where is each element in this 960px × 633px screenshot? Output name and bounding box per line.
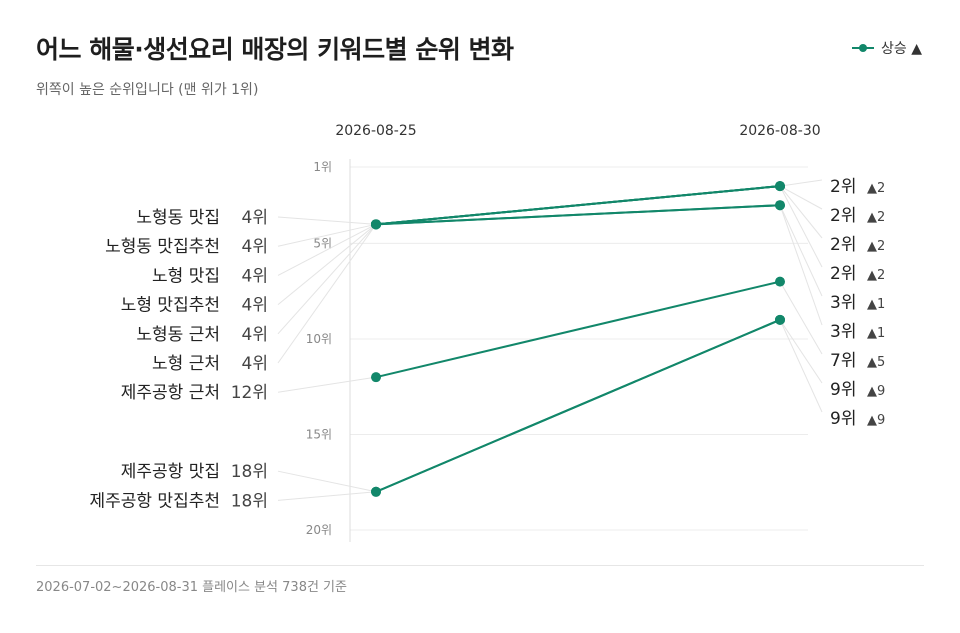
right-leader-line (779, 185, 823, 268)
right-leader-line (779, 179, 823, 187)
rank-change-label: ▲2 (867, 239, 885, 254)
left-leader-line (277, 376, 377, 393)
series-point-end (775, 314, 785, 325)
rank-change-label: ▲2 (867, 268, 885, 283)
right-leader-line (779, 281, 823, 355)
start-rank-label: 18위 (231, 462, 268, 482)
series-line (375, 185, 781, 226)
series-point-end (775, 276, 785, 287)
series-name-label: 제주공항 맛집 (121, 462, 220, 482)
rank-change-label: ▲1 (867, 326, 885, 341)
left-leader-line (277, 223, 377, 335)
series-name-label: 노형 맛집 (152, 266, 220, 286)
left-leader-line (277, 224, 377, 364)
rank-change-label: ▲9 (867, 384, 885, 399)
start-rank-label: 4위 (242, 296, 268, 316)
start-rank-label: 4위 (242, 354, 268, 374)
series-name-label: 노형동 맛집 (136, 208, 220, 228)
right-leader-line (779, 319, 823, 384)
rank-change-label: ▲2 (867, 181, 885, 196)
end-rank-label: 2위 (830, 264, 856, 284)
legend: 상승 ▲ (851, 38, 922, 58)
right-leader-line (779, 205, 823, 297)
end-rank-label: 2위 (830, 206, 856, 226)
left-leader-line (277, 223, 377, 247)
y-tick-label: 15위 (306, 427, 332, 441)
chart-subtitle: 위쪽이 높은 순위입니다 (맨 위가 1위) (36, 82, 259, 98)
y-tick-label: 10위 (306, 332, 332, 346)
chart-title: 어느 해물·생선요리 매장의 키워드별 순위 변화 (36, 35, 514, 64)
end-rank-label: 7위 (830, 351, 856, 371)
right-leader-line (779, 319, 823, 413)
left-leader-line (277, 491, 377, 501)
series-line (375, 280, 781, 379)
series-name-label: 노형 맛집추천 (121, 296, 220, 316)
series-point-end (775, 181, 785, 192)
right-leader-line (779, 205, 823, 326)
slope-chart: 1위 5위 10위 15위 20위 2026-08-25 2026-08-30 노형동 맛집 4… (89, 123, 885, 542)
left-leader-line (277, 223, 377, 305)
end-rank-label: 9위 (830, 409, 856, 429)
series-name-label: 노형동 맛집추천 (105, 237, 220, 257)
y-tick-label: 5위 (313, 236, 332, 250)
series-point-start (371, 372, 381, 383)
left-leader-line (277, 223, 377, 276)
legend-label: 상승 ▲ (881, 41, 922, 57)
footer-note: 2026-07-02~2026-08-31 플레이스 분석 738건 기준 (36, 580, 347, 595)
x-label-end-date: 2026-08-30 (739, 123, 820, 139)
series-point-start (371, 219, 381, 230)
start-rank-label: 4위 (242, 208, 268, 228)
rank-change-label: ▲2 (867, 210, 885, 225)
series-name-label: 제주공항 근처 (121, 383, 220, 403)
series-line (375, 204, 781, 226)
series-name-label: 노형동 근처 (136, 325, 220, 345)
end-rank-label: 9위 (830, 380, 856, 400)
left-leader-line (277, 470, 377, 493)
rank-change-label: ▲9 (867, 413, 885, 428)
series-name-label: 노형 근처 (152, 354, 220, 374)
end-rank-label: 2위 (830, 177, 856, 197)
start-rank-label: 12위 (231, 383, 268, 403)
start-rank-label: 4위 (242, 237, 268, 257)
end-rank-label: 3위 (830, 322, 856, 342)
start-rank-label: 18위 (231, 491, 268, 511)
series-point-start (371, 486, 381, 497)
rank-change-label: ▲5 (867, 355, 885, 370)
y-tick-label: 1위 (313, 160, 332, 174)
legend-line-marker-icon (852, 44, 875, 52)
series-name-label: 제주공항 맛집추천 (89, 491, 220, 511)
x-label-start-date: 2026-08-25 (335, 123, 416, 139)
left-leader-line (277, 216, 377, 225)
start-rank-label: 4위 (242, 266, 268, 286)
y-tick-label: 20위 (306, 523, 332, 537)
start-rank-label: 4위 (242, 325, 268, 345)
series-line (375, 318, 781, 493)
end-rank-label: 3위 (830, 293, 856, 313)
rank-change-label: ▲1 (867, 297, 885, 312)
end-rank-label: 2위 (830, 235, 856, 255)
right-leader-line (779, 185, 823, 210)
right-leader-line (779, 185, 823, 239)
series-point-end (775, 200, 785, 211)
footer-divider (36, 565, 924, 566)
